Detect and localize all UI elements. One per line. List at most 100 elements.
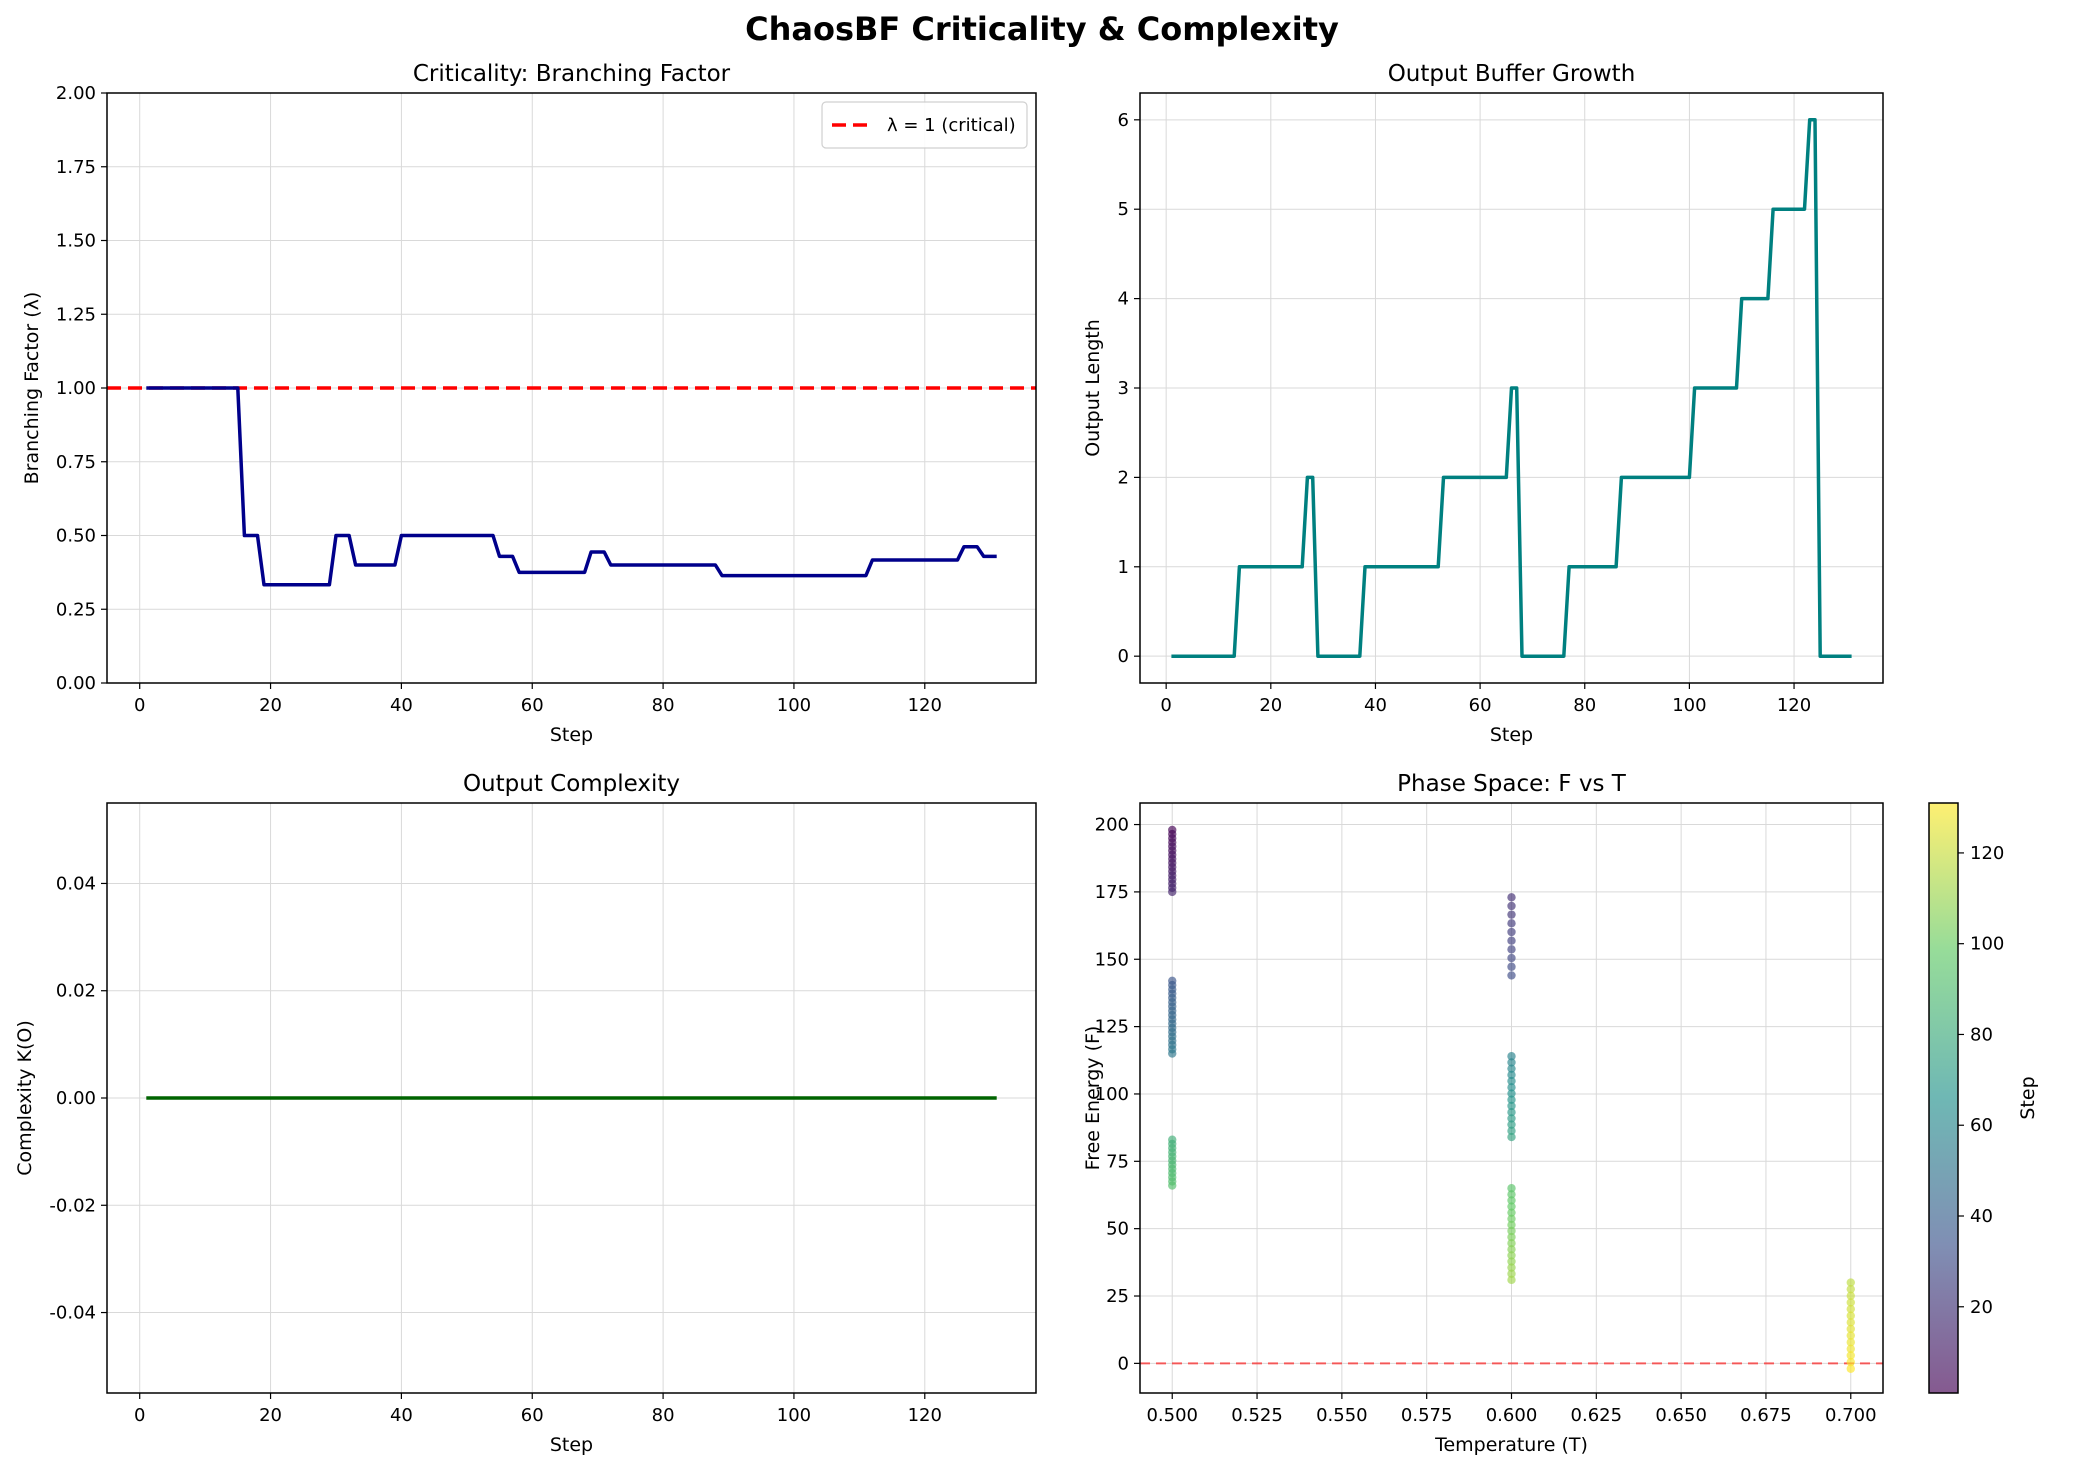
scatter-point xyxy=(1507,1245,1516,1254)
chart-title: Criticality: Branching Factor xyxy=(413,61,731,87)
scatter-point xyxy=(1507,1251,1516,1260)
chart-title: Phase Space: F vs T xyxy=(1397,771,1627,797)
scatter-point xyxy=(1507,1220,1516,1230)
scatter-point xyxy=(1846,1331,1855,1340)
scatter-point xyxy=(1846,1338,1855,1347)
scatter-point xyxy=(1507,893,1516,902)
y-axis-label: Output Length xyxy=(1082,319,1104,457)
y-tick-label: 0.00 xyxy=(56,673,96,694)
legend-label: λ = 1 (critical) xyxy=(887,115,1016,136)
y-axis-label: Complexity K(O) xyxy=(14,1020,36,1176)
scatter-point xyxy=(1507,1064,1516,1073)
y-tick-label: 1.75 xyxy=(56,157,96,178)
y-tick-label: 0.02 xyxy=(56,981,96,1002)
x-tick-label: 120 xyxy=(1777,695,1811,716)
colorbar-tick-label: 60 xyxy=(1970,1115,1993,1136)
scatter-point xyxy=(1846,1291,1855,1301)
x-tick-label: 60 xyxy=(521,1405,544,1426)
scatter-point xyxy=(1507,1083,1516,1092)
colorbar-frame xyxy=(1928,802,1959,1394)
legend: λ = 1 (critical) xyxy=(821,101,1028,149)
scatter-point xyxy=(1507,1263,1516,1272)
scatter-point xyxy=(1507,953,1516,963)
y-axis-label: Free Energy (F) xyxy=(1082,1026,1104,1171)
y-tick-label: 175 xyxy=(1095,882,1129,903)
scatter-point xyxy=(1507,1232,1516,1242)
y-tick-label: -0.04 xyxy=(49,1303,96,1324)
colorbar-tick-label: 100 xyxy=(1970,934,2004,955)
x-tick-label: 100 xyxy=(777,1405,811,1426)
y-tick-label: 25 xyxy=(1106,1286,1129,1307)
scatter-point xyxy=(1507,901,1516,911)
x-tick-label: 20 xyxy=(259,1405,282,1426)
x-tick-label: 0 xyxy=(134,695,145,716)
scatter-point xyxy=(1168,1181,1177,1190)
y-tick-label: 100 xyxy=(1095,1084,1129,1105)
y-tick-label: -0.02 xyxy=(49,1195,96,1216)
x-tick-label: 0.575 xyxy=(1401,1405,1453,1426)
x-tick-label: 0.550 xyxy=(1316,1405,1368,1426)
y-tick-label: 0.25 xyxy=(56,599,96,620)
y-tick-label: 50 xyxy=(1106,1219,1129,1240)
y-tick-label: 6 xyxy=(1118,110,1129,131)
x-tick-label: 80 xyxy=(652,695,675,716)
x-tick-label: 0 xyxy=(1160,695,1171,716)
y-tick-label: 3 xyxy=(1118,378,1129,399)
colorbar: 20 40 60 80 100 120 Step xyxy=(1928,802,2039,1394)
y-tick-label: 200 xyxy=(1095,815,1129,836)
y-tick-label: 75 xyxy=(1106,1151,1129,1172)
chart-panel-1: 0 20 40 60 80 100 120 0 1 2 3 4 5 6 Output Buffer Grow… xyxy=(1082,61,1884,746)
y-tick-label: 4 xyxy=(1118,289,1129,310)
scatter-point xyxy=(1507,1089,1516,1098)
colorbar-tick-label: 40 xyxy=(1970,1206,1993,1227)
x-axis-label: Step xyxy=(550,724,593,746)
x-tick-label: 60 xyxy=(521,695,544,716)
x-axis-label: Step xyxy=(1490,724,1533,746)
x-tick-label: 20 xyxy=(1259,695,1282,716)
scatter-point xyxy=(1846,1324,1855,1334)
scatter-point xyxy=(1507,919,1516,928)
y-tick-label: 0 xyxy=(1118,1353,1129,1374)
y-tick-label: 0.50 xyxy=(56,526,96,547)
x-tick-label: 0.700 xyxy=(1825,1405,1877,1426)
series-line-0 xyxy=(146,386,997,587)
x-tick-label: 60 xyxy=(1469,695,1492,716)
scatter-point xyxy=(1168,1049,1177,1058)
x-axis-label: Step xyxy=(550,1434,593,1456)
colorbar-tick-label: 80 xyxy=(1970,1024,1993,1045)
scatter-point xyxy=(1846,1284,1855,1294)
y-tick-label: 0.04 xyxy=(56,873,96,894)
scatter-point xyxy=(1507,1101,1516,1111)
scatter-point xyxy=(1507,945,1516,954)
y-tick-label: 150 xyxy=(1095,949,1129,970)
scatter-point xyxy=(1507,971,1516,980)
scatter-point xyxy=(1507,1226,1516,1236)
y-tick-label: 125 xyxy=(1095,1017,1129,1038)
x-tick-label: 0.525 xyxy=(1231,1405,1283,1426)
series-line-0 xyxy=(1171,118,1852,658)
x-tick-label: 40 xyxy=(1364,695,1387,716)
x-tick-label: 100 xyxy=(777,695,811,716)
scatter-point xyxy=(1846,1364,1855,1373)
colorbar-gradient xyxy=(1929,803,1958,1393)
scatter-point xyxy=(1846,1298,1855,1307)
scatter-point xyxy=(1507,1095,1516,1104)
scatter-point xyxy=(1507,1208,1516,1217)
x-tick-label: 0.625 xyxy=(1571,1405,1623,1426)
chart-panel-2: 0 20 40 60 80 100 120 -0.04 -0.02 0.00 0.02 0.04 Out… xyxy=(14,771,1037,1456)
scatter-point xyxy=(1507,1184,1516,1193)
scatter-point xyxy=(1507,1257,1516,1266)
x-axis-label: Temperature (T) xyxy=(1434,1434,1588,1456)
colorbar-tick-label: 20 xyxy=(1970,1297,1993,1318)
scatter-point xyxy=(1846,1278,1855,1287)
legend-box xyxy=(821,101,1028,149)
y-tick-label: 1 xyxy=(1118,557,1129,578)
chart-title: Output Complexity xyxy=(463,771,680,797)
y-tick-label: 0.00 xyxy=(56,1088,96,1109)
x-tick-label: 0.650 xyxy=(1655,1405,1707,1426)
scatter-point xyxy=(1507,1132,1516,1142)
scatter-point xyxy=(1846,1311,1855,1320)
scatter-point xyxy=(1507,1214,1516,1223)
scatter-point xyxy=(1168,887,1177,897)
